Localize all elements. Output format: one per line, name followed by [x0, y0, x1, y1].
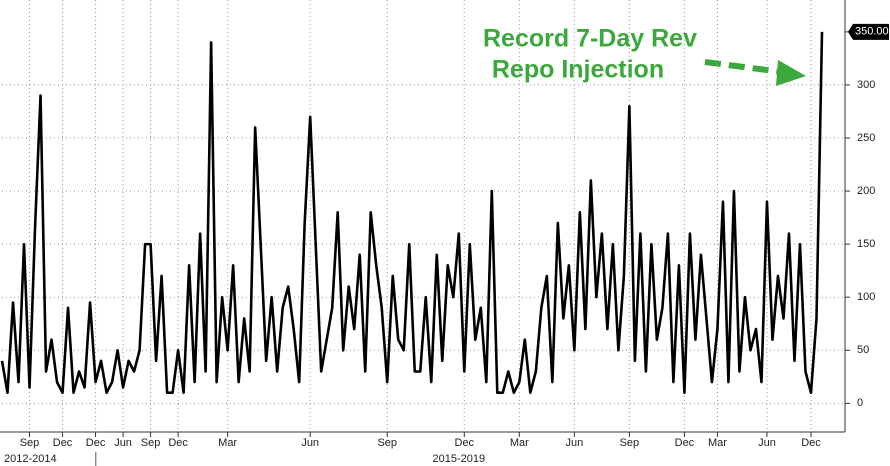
x-tick-label: Mar — [218, 437, 237, 449]
x-tick-label: Dec — [168, 437, 188, 449]
series-line — [0, 31, 824, 395]
x-tick-label: Dec — [675, 437, 695, 449]
x-tick-label: Dec — [455, 437, 475, 449]
last-value-box — [848, 23, 889, 40]
arrow — [704, 59, 783, 75]
x-tick-label: Jun — [758, 437, 776, 449]
y-tick-label: 350.00 — [855, 26, 889, 38]
y-tick-label: 300 — [857, 79, 875, 91]
x-tick-label: Dec — [801, 437, 821, 449]
x-group-label: 2015-2019 — [432, 453, 485, 465]
annotation: Record 7-Day Rev — [483, 25, 697, 53]
y-tick-label: 50 — [857, 344, 869, 356]
y-tick-label: 250 — [857, 132, 875, 144]
y-tick-label: 200 — [857, 185, 875, 197]
x-tick-label: Dec — [86, 437, 106, 449]
x-tick-label: Jun — [114, 437, 132, 449]
x-tick-label: Dec — [53, 437, 73, 449]
annotation: Repo Injection — [492, 56, 664, 84]
x-tick-label: Sep — [377, 437, 397, 449]
x-tick-label: Mar — [708, 437, 727, 449]
arrow-head — [776, 60, 806, 86]
y-tick-label: 0 — [857, 397, 863, 409]
x-tick-label: Sep — [20, 437, 40, 449]
x-group-label: 2012-2014 — [4, 453, 57, 465]
y-tick-label: 100 — [857, 291, 875, 303]
y-tick-label: 150 — [857, 238, 875, 250]
x-tick-label: Mar — [510, 437, 529, 449]
x-tick-label: Jun — [301, 437, 319, 449]
x-tick-label: Sep — [141, 437, 161, 449]
x-tick-label: Jun — [565, 437, 583, 449]
x-tick-label: Sep — [620, 437, 640, 449]
